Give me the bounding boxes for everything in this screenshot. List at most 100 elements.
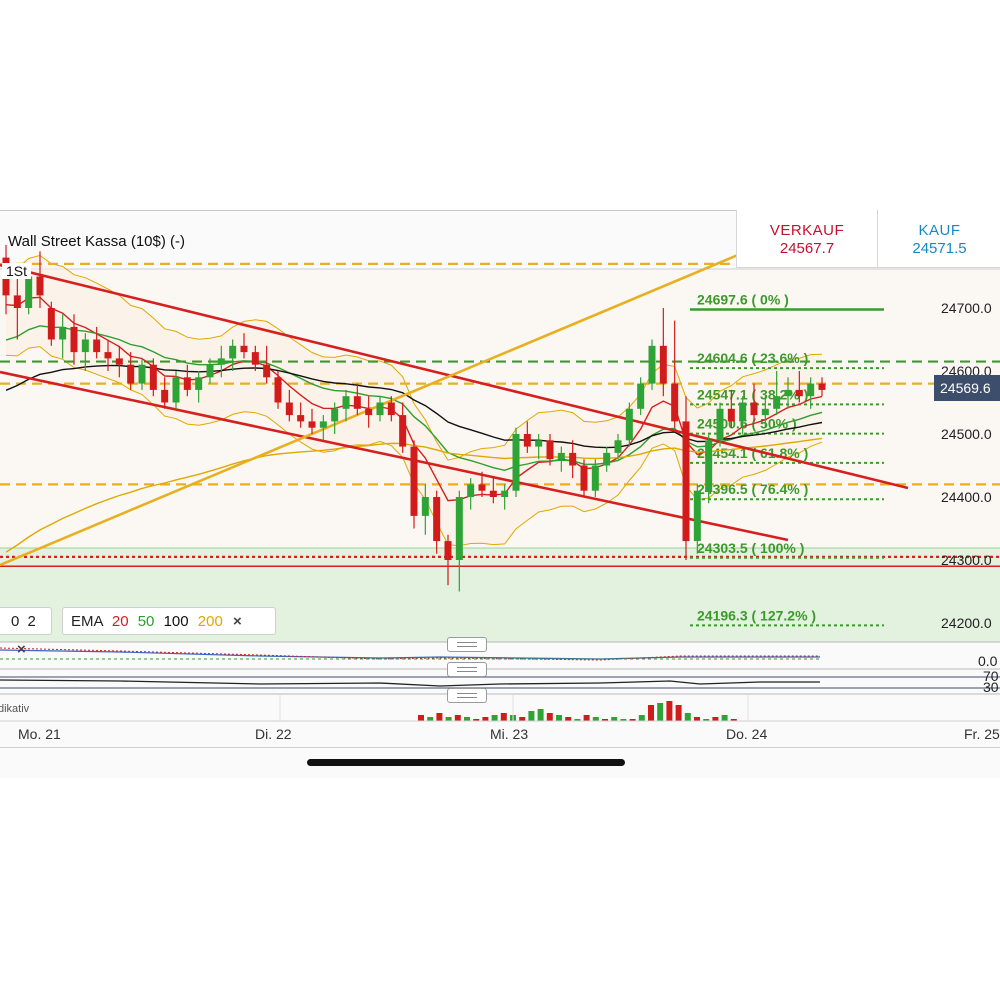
remove-ema-icon[interactable]: × <box>232 613 242 630</box>
candle-body <box>13 295 21 308</box>
rsi-30-label: 30 <box>983 679 999 695</box>
y-tick-label: 24700.0 <box>941 300 992 316</box>
candle-body <box>761 408 769 416</box>
volume-panel: dikativ <box>0 693 1000 722</box>
macd-line <box>0 649 820 660</box>
candle-body <box>625 408 633 441</box>
volume-bar <box>712 717 719 721</box>
fib-level-label: 24196.3 ( 127.2% ) <box>697 607 816 623</box>
x-tick-label: Do. 24 <box>726 726 767 742</box>
volume-bar <box>684 713 691 721</box>
candle-body <box>104 352 112 359</box>
candle-body <box>580 465 588 491</box>
volume-bar <box>703 719 710 721</box>
candle-body <box>535 440 543 447</box>
sell-label: VERKAUF <box>769 222 845 239</box>
volume-bar <box>730 719 737 721</box>
volume-bar <box>629 719 636 721</box>
candle-body <box>149 364 157 390</box>
candle-body <box>546 440 554 460</box>
candle-body <box>183 377 191 390</box>
candles <box>2 245 826 592</box>
volume-bar <box>473 719 480 721</box>
candle-body <box>489 490 497 497</box>
trend-line-lower <box>0 370 789 542</box>
volume-bar <box>583 715 590 721</box>
candle-body <box>353 396 361 409</box>
volume-bar <box>427 717 434 721</box>
volume-bar <box>602 719 608 721</box>
y-tick-label: 24400.0 <box>941 489 992 505</box>
fib-level-label: 24547.1 ( 38.2% ) <box>697 386 808 402</box>
timeframe-label[interactable]: 1St <box>2 263 32 279</box>
volume-bar <box>638 715 645 721</box>
chart-frame[interactable]: 24697.6 ( 0% ) 24604.6 ( 23.6% ) 24547.1 (… <box>0 210 1000 778</box>
ema-period-20: 20 <box>111 613 129 630</box>
candle-body <box>444 541 452 560</box>
candle-body <box>138 364 146 384</box>
buy-button[interactable]: KAUF 24571.5 <box>877 210 1000 268</box>
volume-bar <box>464 717 470 721</box>
candle-body <box>410 446 418 516</box>
panel-resize-handle-1[interactable] <box>447 637 487 652</box>
candle-body <box>603 452 611 466</box>
candle-body <box>251 352 259 365</box>
x-tick-label: Mo. 21 <box>18 726 61 742</box>
x-tick-label: Mi. 23 <box>490 726 528 742</box>
candle-body <box>727 408 735 422</box>
sell-button[interactable]: VERKAUF 24567.7 <box>736 210 877 268</box>
candle-body <box>784 389 792 397</box>
rsi-panel: 70 30 <box>0 668 1000 695</box>
bb-value: 2 <box>27 613 36 630</box>
candle-body <box>433 497 441 542</box>
current-price-tag: 24569.6 <box>934 375 1000 401</box>
fib-level-label: 24500.6 ( 50% ) <box>697 416 797 432</box>
candle-body <box>455 497 463 560</box>
volume-bar <box>675 705 682 721</box>
candle-body <box>795 389 803 397</box>
candle-body <box>331 408 339 422</box>
volume-bar <box>445 717 452 721</box>
volume-bar <box>418 715 424 721</box>
candle-body <box>93 339 101 353</box>
volume-bar <box>574 719 581 721</box>
candle-body <box>773 396 781 409</box>
candle-body <box>342 396 350 409</box>
volume-bar <box>482 717 489 721</box>
price-chart[interactable]: 24697.6 ( 0% ) 24604.6 ( 23.6% ) 24547.1 (… <box>0 210 1000 778</box>
home-indicator[interactable] <box>307 759 625 766</box>
candle-body <box>637 383 645 409</box>
candle-body <box>387 402 395 416</box>
volume-label: dikativ <box>0 703 30 715</box>
candle-body <box>217 358 225 365</box>
candle-body <box>297 415 305 422</box>
fib-level-label: 24697.6 ( 0% ) <box>697 292 789 308</box>
remove-bb-icon[interactable]: × <box>17 641 26 658</box>
candle-body <box>161 389 169 403</box>
candle-body <box>478 484 486 491</box>
volume-bar <box>565 717 572 721</box>
buy-price: 24571.5 <box>912 240 967 257</box>
fib-level-label: 24303.5 ( 100% ) <box>697 540 804 556</box>
volume-bar <box>657 703 664 721</box>
trend-line-rising <box>0 250 746 567</box>
volume-bar <box>620 719 627 721</box>
buy-label: KAUF <box>918 222 961 239</box>
fib-level-label: 24604.6 ( 23.6% ) <box>697 350 808 366</box>
volume-bar <box>592 717 599 721</box>
instrument-title[interactable]: Wall Street Kassa (10$) (-) <box>8 233 185 250</box>
candle-body <box>308 421 316 428</box>
volume-bar <box>546 713 553 721</box>
volume-bar <box>694 717 700 721</box>
panel-resize-handle-2[interactable] <box>447 662 487 677</box>
candle-body <box>591 465 599 491</box>
x-tick-label: Di. 22 <box>255 726 292 742</box>
panel-resize-handle-3[interactable] <box>447 688 487 703</box>
ema-indicator-chip[interactable]: EMA 20 50 100 200 × <box>62 607 276 635</box>
candle-body <box>501 490 509 497</box>
candle-body <box>421 497 429 516</box>
bollinger-indicator-chip[interactable]: 0 2 × <box>0 607 52 658</box>
trend-line-upper <box>0 263 909 490</box>
frame-top-border <box>0 210 1000 211</box>
trend-lines[interactable] <box>0 250 909 567</box>
